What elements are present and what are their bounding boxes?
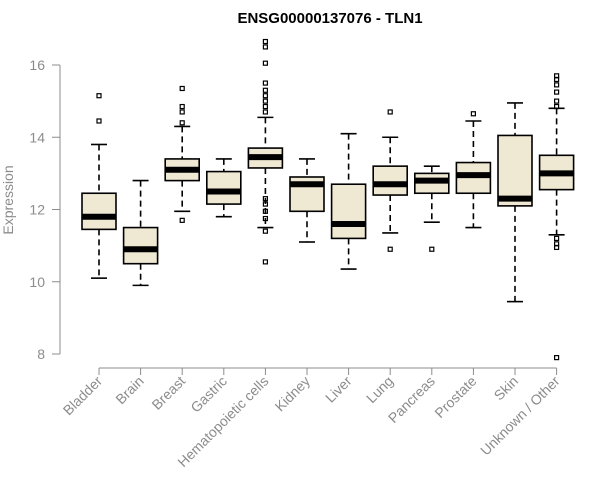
- outlier-point: [262, 98, 268, 104]
- outlier-point: [262, 44, 268, 50]
- x-tick-label: Kidney: [272, 373, 314, 415]
- box-group: [289, 158, 325, 243]
- outlier-point: [262, 60, 268, 66]
- chart-title: ENSG00000137076 - TLN1: [237, 10, 422, 27]
- outlier-point: [262, 87, 268, 93]
- outlier-point: [262, 109, 268, 115]
- box-group: [81, 93, 117, 279]
- x-tick-label: Bladder: [60, 373, 106, 419]
- outlier-point: [387, 246, 393, 252]
- box-group: [122, 179, 159, 287]
- outlier-point: [262, 80, 268, 86]
- y-tick-label: 10: [29, 274, 45, 290]
- outlier-point: [262, 259, 268, 265]
- box-group: [164, 85, 200, 223]
- box-iqr: [122, 226, 159, 265]
- x-tick-label: Prostate: [431, 373, 479, 421]
- y-tick-label: 12: [29, 202, 45, 218]
- outlier-point: [553, 82, 560, 88]
- outlier-point: [553, 89, 560, 95]
- x-tick-label: Skin: [491, 373, 522, 404]
- box-group: [497, 102, 533, 303]
- box-group: [538, 73, 575, 361]
- outlier-point: [96, 93, 102, 99]
- outlier-point: [262, 38, 268, 45]
- outlier-point: [179, 85, 185, 92]
- outlier-point: [262, 201, 268, 207]
- y-tick-label: 14: [29, 129, 45, 145]
- axes: 8 10 12 14 16: [29, 57, 558, 375]
- y-tick-label: 8: [37, 346, 45, 362]
- box-group: [455, 111, 492, 229]
- outlier-point: [387, 109, 393, 115]
- outlier-point: [553, 98, 560, 104]
- outlier-point: [262, 103, 268, 110]
- box-iqr: [206, 170, 242, 205]
- outlier-point: [553, 73, 560, 79]
- box-series: [81, 38, 575, 361]
- outlier-point: [553, 355, 560, 361]
- box-group: [206, 158, 242, 218]
- outlier-point: [179, 120, 185, 126]
- x-tick-label: Lung: [363, 373, 396, 406]
- box-group: [413, 165, 450, 252]
- box-group: [247, 38, 284, 265]
- outlier-point: [553, 103, 560, 110]
- y-tick-label: 16: [29, 57, 45, 73]
- box-iqr: [372, 165, 409, 196]
- outlier-point: [262, 215, 268, 222]
- x-tick-label: Breast: [148, 373, 188, 413]
- outlier-point: [179, 103, 185, 110]
- y-axis-label: Expression: [0, 165, 16, 234]
- box-group: [330, 132, 367, 270]
- x-tick-label: Liver: [322, 373, 355, 406]
- outlier-point: [179, 109, 185, 115]
- outlier-point: [262, 196, 268, 202]
- outlier-point: [429, 246, 435, 252]
- outlier-point: [553, 241, 560, 247]
- outlier-point: [262, 228, 268, 234]
- outlier-point: [470, 111, 476, 117]
- outlier-point: [553, 235, 560, 241]
- box-iqr: [330, 183, 367, 240]
- x-tick-label: Unknown / Other: [477, 373, 563, 459]
- outlier-point: [179, 217, 185, 223]
- box-group: [372, 109, 409, 252]
- box-iqr: [81, 192, 117, 231]
- outlier-point: [262, 208, 268, 214]
- box-iqr: [497, 134, 533, 207]
- x-tick-label: Brain: [112, 373, 146, 407]
- outlier-point: [262, 93, 268, 99]
- outlier-point: [96, 118, 102, 124]
